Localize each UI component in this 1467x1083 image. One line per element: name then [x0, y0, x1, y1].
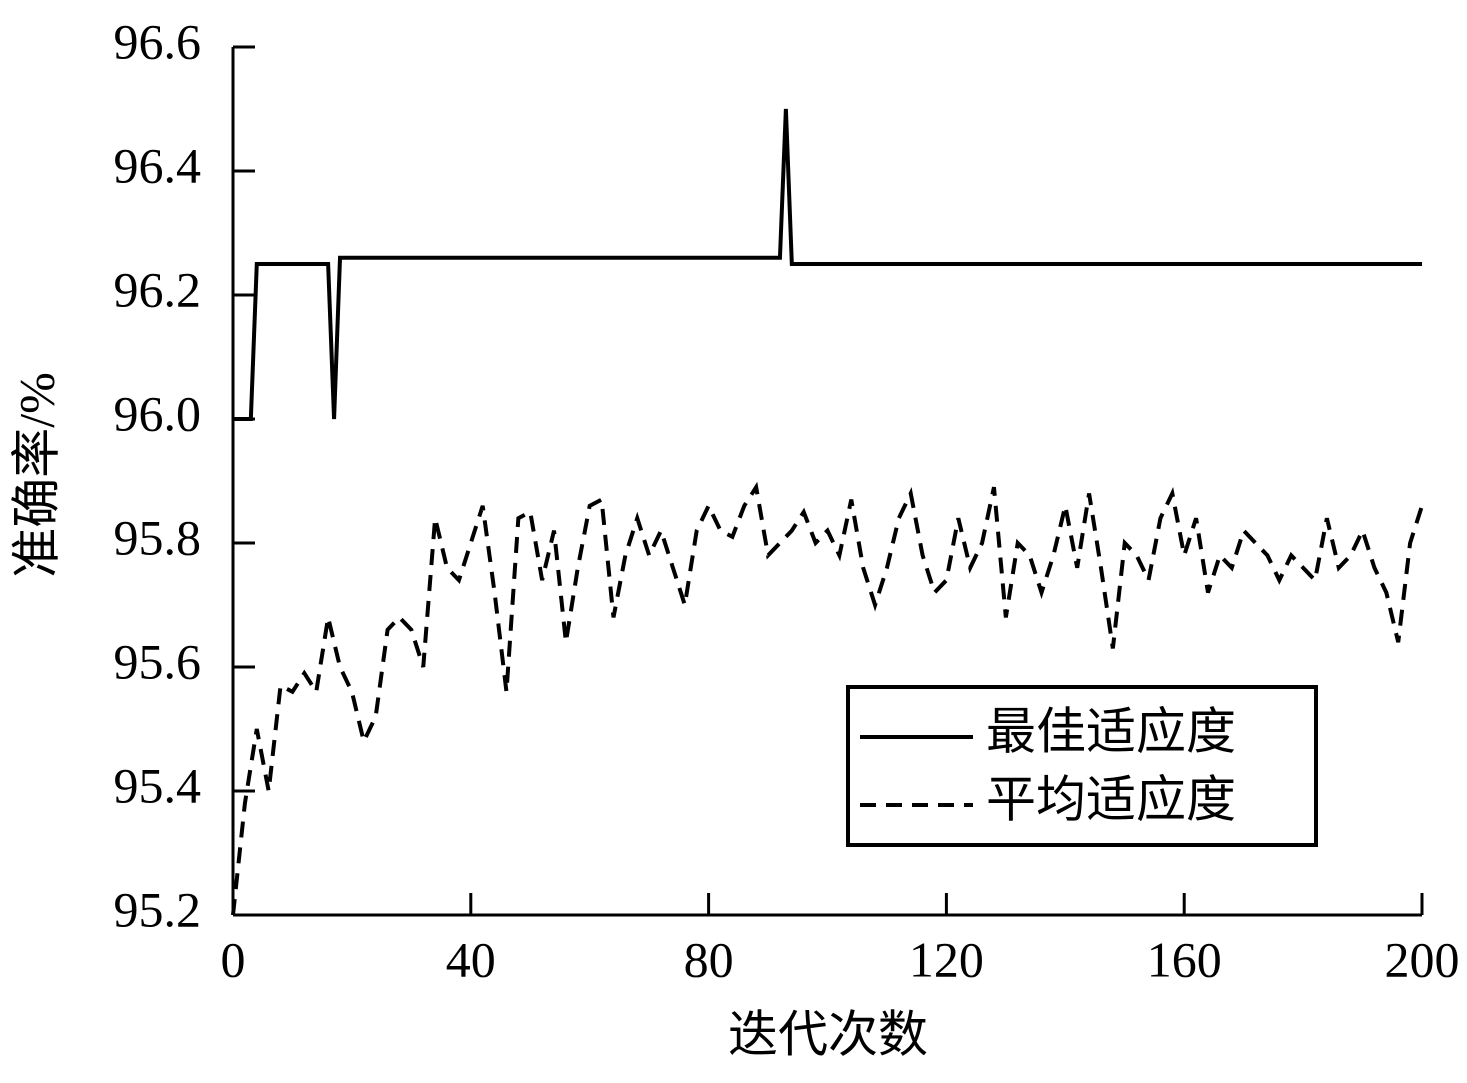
x-tick-label: 160: [1147, 931, 1222, 987]
x-tick-label: 80: [684, 931, 734, 987]
x-tick-label: 0: [221, 931, 246, 987]
y-axis-label: 准确率/%: [8, 372, 64, 578]
x-tick-label: 200: [1385, 931, 1460, 987]
y-tick-label: 95.2: [114, 881, 202, 937]
x-tick-label: 40: [446, 931, 496, 987]
data-line: [233, 108, 1422, 421]
y-tick-label: 95.8: [114, 509, 202, 565]
legend-label: 平均适应度: [986, 771, 1236, 827]
y-tick-label: 95.4: [114, 757, 202, 813]
y-tick-label: 96.0: [114, 385, 202, 441]
y-tick-label: 96.6: [114, 13, 202, 69]
data-line: [231, 481, 1424, 916]
y-tick-label: 96.4: [114, 137, 202, 193]
legend-box: [846, 685, 1318, 847]
legend-label: 最佳适应度: [986, 703, 1236, 759]
y-tick-label: 96.2: [114, 261, 202, 317]
x-axis-label: 迭代次数: [728, 1006, 928, 1062]
y-tick-label: 95.6: [114, 633, 202, 689]
x-tick-label: 120: [909, 931, 984, 987]
